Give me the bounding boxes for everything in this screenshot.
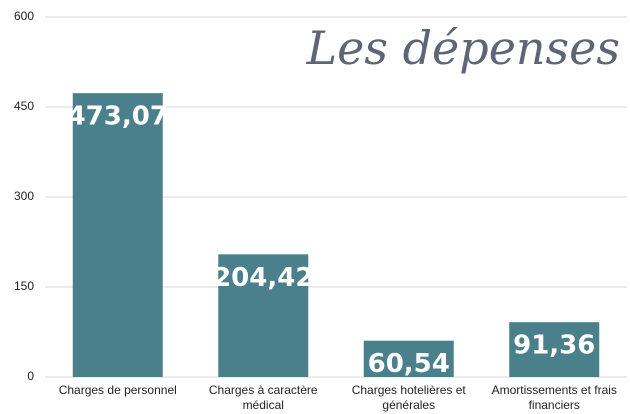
bar xyxy=(218,254,309,377)
value-label: 473,07 xyxy=(68,102,168,132)
y-tick-label: 150 xyxy=(14,279,34,293)
x-tick-label: Charges hotelières et générales xyxy=(351,383,466,412)
y-tick-label: 300 xyxy=(14,189,34,203)
y-tick-label: 0 xyxy=(27,369,34,383)
value-label: 60,54 xyxy=(368,349,450,379)
y-tick-label: 450 xyxy=(14,99,34,113)
value-label: 204,42 xyxy=(213,263,313,293)
x-tick-label: Amortissements et frais financiers xyxy=(491,383,617,412)
x-tick-label: Charges de personnel xyxy=(58,383,177,397)
x-tick-label: Charges à caractère médical xyxy=(208,383,318,412)
bar xyxy=(363,340,454,377)
chart-title: Les dépenses xyxy=(306,21,620,75)
y-tick-label: 600 xyxy=(14,9,34,23)
value-label: 91,36 xyxy=(513,331,595,361)
bar xyxy=(509,322,600,377)
bar xyxy=(72,93,163,378)
